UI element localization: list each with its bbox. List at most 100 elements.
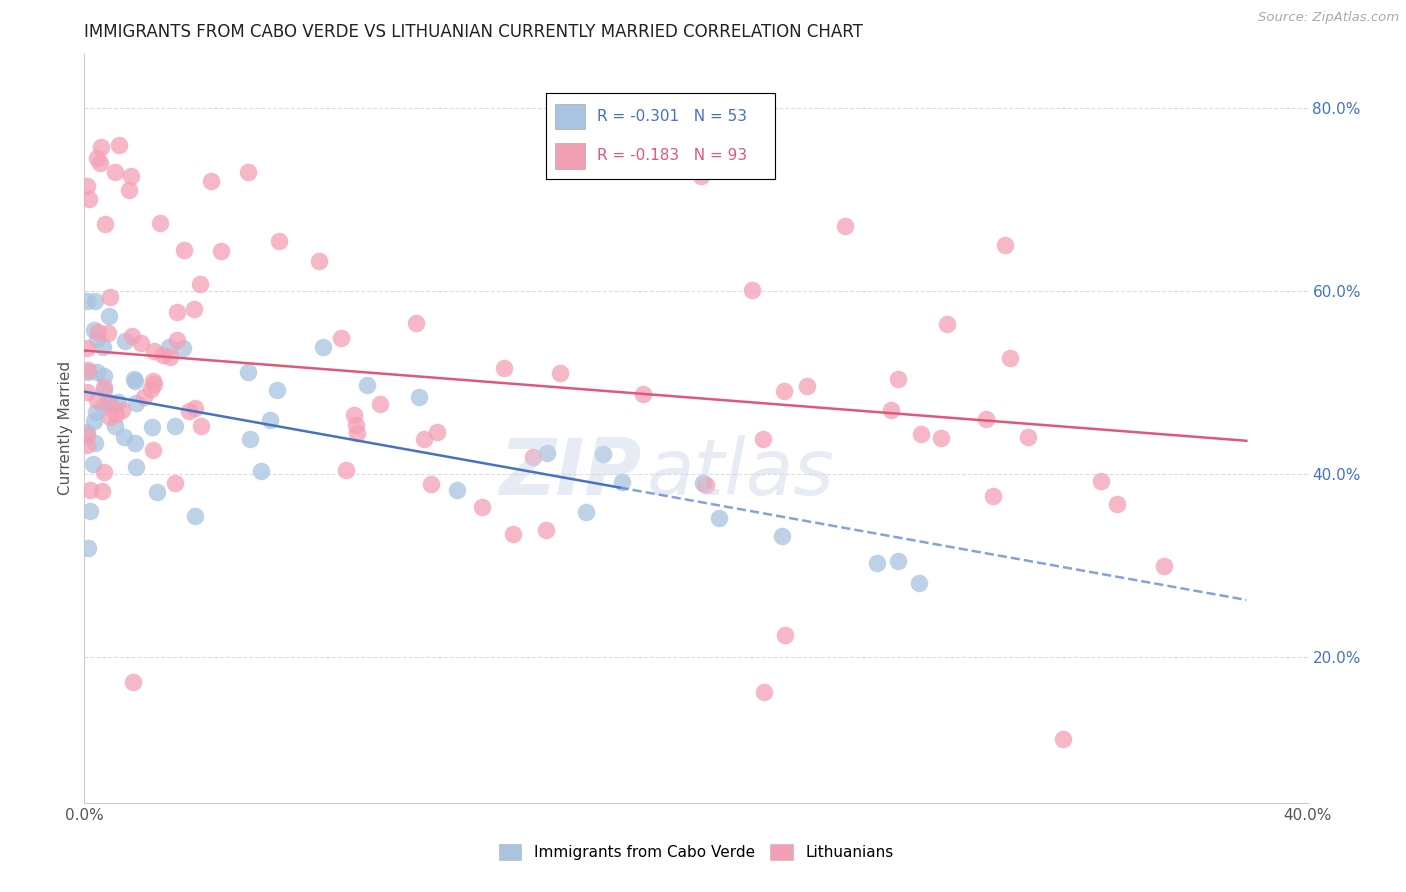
- Point: [522, 450, 544, 465]
- Point: [308, 253, 330, 268]
- Point: [548, 366, 571, 380]
- Point: [117, 183, 139, 197]
- FancyBboxPatch shape: [555, 103, 585, 129]
- Point: [104, 408, 127, 422]
- Point: [86, 392, 108, 407]
- Point: [84, 405, 107, 419]
- Point: [104, 165, 127, 179]
- Point: [76, 428, 98, 442]
- Point: [412, 432, 434, 446]
- Point: [405, 317, 427, 331]
- Point: [76, 365, 98, 379]
- Point: [910, 427, 932, 442]
- Point: [76, 178, 98, 193]
- Point: [752, 685, 775, 699]
- Point: [149, 215, 172, 229]
- Point: [166, 333, 188, 347]
- Text: ZIP: ZIP: [499, 435, 641, 511]
- Point: [834, 219, 856, 234]
- Point: [446, 483, 468, 497]
- Point: [122, 372, 145, 386]
- Point: [190, 419, 212, 434]
- Point: [152, 348, 174, 362]
- Point: [142, 374, 165, 388]
- Point: [121, 329, 143, 343]
- Point: [112, 430, 135, 444]
- Point: [121, 674, 143, 689]
- Legend: Immigrants from Cabo Verde, Lithuanians: Immigrants from Cabo Verde, Lithuanians: [492, 838, 900, 866]
- Point: [142, 344, 165, 359]
- Point: [188, 277, 211, 292]
- Point: [692, 476, 714, 491]
- Point: [142, 442, 165, 457]
- Point: [93, 465, 115, 479]
- Point: [610, 475, 633, 490]
- Point: [344, 418, 367, 433]
- Point: [132, 390, 155, 404]
- Point: [93, 368, 115, 383]
- Point: [86, 151, 108, 165]
- Point: [592, 447, 614, 461]
- Point: [1153, 558, 1175, 573]
- Point: [772, 384, 794, 398]
- Point: [908, 576, 931, 591]
- Point: [752, 432, 775, 446]
- Point: [76, 385, 98, 400]
- Point: [886, 372, 908, 386]
- Point: [79, 504, 101, 518]
- Point: [76, 437, 98, 451]
- Point: [172, 341, 194, 355]
- Point: [536, 446, 558, 460]
- Point: [104, 418, 127, 433]
- Point: [141, 419, 163, 434]
- Point: [880, 402, 903, 417]
- Point: [267, 234, 290, 248]
- Point: [419, 477, 441, 491]
- Point: [87, 325, 110, 339]
- Point: [93, 383, 115, 397]
- Point: [346, 425, 368, 440]
- Point: [368, 397, 391, 411]
- Point: [775, 628, 797, 642]
- FancyBboxPatch shape: [555, 143, 585, 169]
- Point: [259, 413, 281, 427]
- Point: [93, 217, 115, 231]
- Point: [239, 432, 262, 446]
- Point: [184, 509, 207, 524]
- Point: [998, 351, 1021, 365]
- Point: [266, 383, 288, 397]
- Point: [98, 290, 121, 304]
- Point: [76, 341, 98, 355]
- Point: [125, 396, 148, 410]
- Text: atlas: atlas: [647, 435, 835, 511]
- Point: [76, 362, 98, 376]
- Text: R = -0.183   N = 93: R = -0.183 N = 93: [596, 148, 747, 163]
- Point: [695, 477, 717, 491]
- Point: [97, 326, 120, 340]
- Point: [124, 375, 146, 389]
- Point: [77, 541, 100, 555]
- Point: [91, 399, 114, 413]
- Point: [689, 169, 711, 184]
- Point: [86, 365, 108, 379]
- Point: [994, 238, 1017, 252]
- Point: [772, 529, 794, 543]
- Point: [974, 412, 997, 426]
- Point: [82, 457, 104, 471]
- Point: [179, 404, 201, 418]
- Point: [96, 394, 118, 409]
- Point: [165, 476, 187, 491]
- Point: [707, 511, 730, 525]
- Point: [173, 243, 195, 257]
- Point: [343, 409, 366, 423]
- Point: [1105, 497, 1128, 511]
- Point: [236, 165, 259, 179]
- Point: [426, 425, 449, 439]
- Text: Source: ZipAtlas.com: Source: ZipAtlas.com: [1258, 11, 1399, 24]
- Text: R = -0.301   N = 53: R = -0.301 N = 53: [596, 109, 747, 124]
- Point: [157, 340, 180, 354]
- Point: [93, 340, 115, 354]
- Point: [936, 317, 959, 331]
- Point: [83, 293, 105, 308]
- Point: [141, 382, 163, 396]
